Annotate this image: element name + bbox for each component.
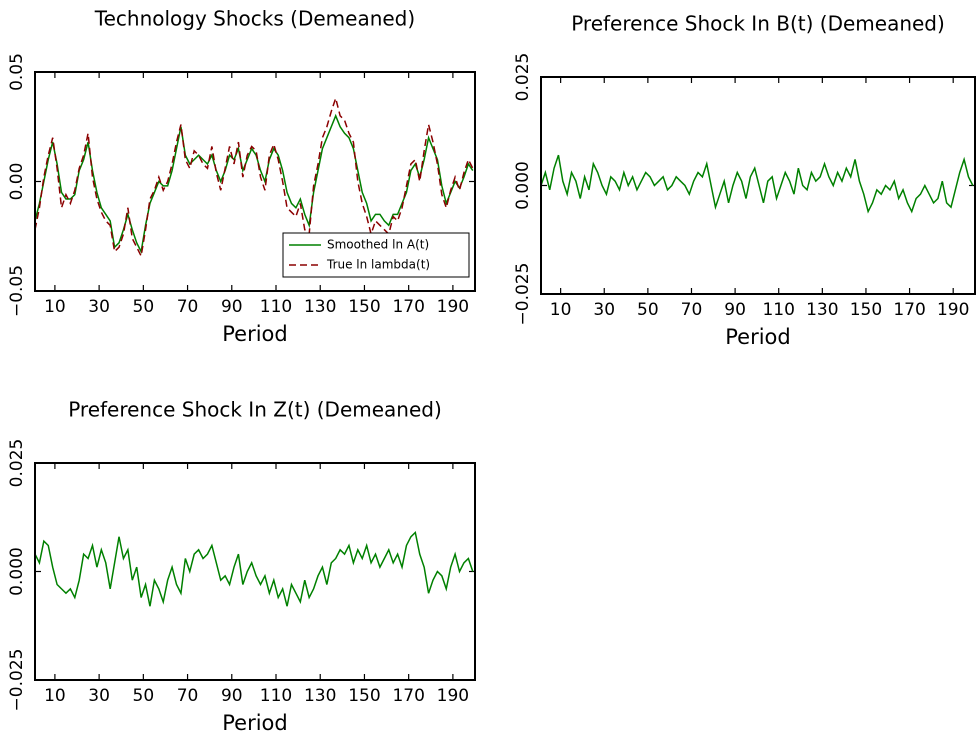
plot-area [35, 95, 474, 259]
y-tick-label: 0.025 [513, 53, 533, 102]
plot-area [35, 530, 474, 607]
x-tick-label: 190 [937, 300, 969, 320]
data-line [35, 95, 474, 259]
y-tick-label: −0.05 [7, 265, 27, 317]
x-tick-label: 70 [177, 297, 199, 317]
x-tick-label: 30 [88, 686, 110, 706]
y-tick-label: −0.025 [513, 263, 533, 326]
y-tick-label: 0.000 [7, 547, 27, 596]
x-tick-label: 50 [637, 300, 659, 320]
x-tick-label: 70 [681, 300, 703, 320]
x-tick-label: 130 [304, 686, 336, 706]
axes-frame [34, 71, 476, 292]
x-tick-label: 10 [550, 300, 572, 320]
x-tick-label: 150 [348, 686, 380, 706]
x-tick-label: 10 [44, 686, 66, 706]
legend-label: True ln lambda(t) [326, 258, 430, 272]
axes-frame [540, 76, 976, 295]
chart-title: Preference Shock In B(t) (Demeaned) [571, 12, 945, 36]
plot-area [541, 154, 974, 214]
x-tick-label: 170 [392, 686, 424, 706]
x-tick-label: 190 [437, 297, 469, 317]
y-tick-label: −0.025 [7, 649, 27, 712]
x-tick-label: 170 [392, 297, 424, 317]
x-tick-label: 30 [88, 297, 110, 317]
data-line [35, 530, 474, 607]
x-tick-label: 70 [177, 686, 199, 706]
chart-title: Preference Shock In Z(t) (Demeaned) [68, 398, 442, 422]
x-tick-label: 110 [762, 300, 794, 320]
x-tick-label: 50 [133, 686, 155, 706]
x-tick-label: 30 [593, 300, 615, 320]
y-tick-label: 0.000 [513, 161, 533, 210]
x-tick-label: 170 [893, 300, 925, 320]
x-tick-label: 130 [806, 300, 838, 320]
x-axis-label: Period [222, 322, 287, 346]
x-axis-label: Period [725, 325, 790, 349]
x-tick-label: 130 [304, 297, 336, 317]
legend-box [282, 232, 470, 278]
chart-title: Technology Shocks (Demeaned) [94, 7, 415, 31]
x-tick-label: 150 [348, 297, 380, 317]
y-tick-label: 0.05 [7, 53, 27, 91]
axes-frame [34, 462, 476, 681]
x-tick-label: 90 [724, 300, 746, 320]
x-tick-label: 10 [44, 297, 66, 317]
x-tick-label: 190 [437, 686, 469, 706]
legend-label: Smoothed ln A(t) [327, 238, 429, 252]
y-tick-label: 0.00 [7, 163, 27, 201]
x-tick-label: 90 [221, 686, 243, 706]
data-line [35, 113, 474, 254]
x-tick-label: 110 [260, 297, 292, 317]
x-tick-label: 150 [850, 300, 882, 320]
x-axis-label: Period [222, 711, 287, 735]
y-tick-label: 0.025 [7, 439, 27, 488]
data-line [541, 154, 974, 214]
x-tick-label: 90 [221, 297, 243, 317]
x-tick-label: 110 [260, 686, 292, 706]
x-tick-label: 50 [133, 297, 155, 317]
